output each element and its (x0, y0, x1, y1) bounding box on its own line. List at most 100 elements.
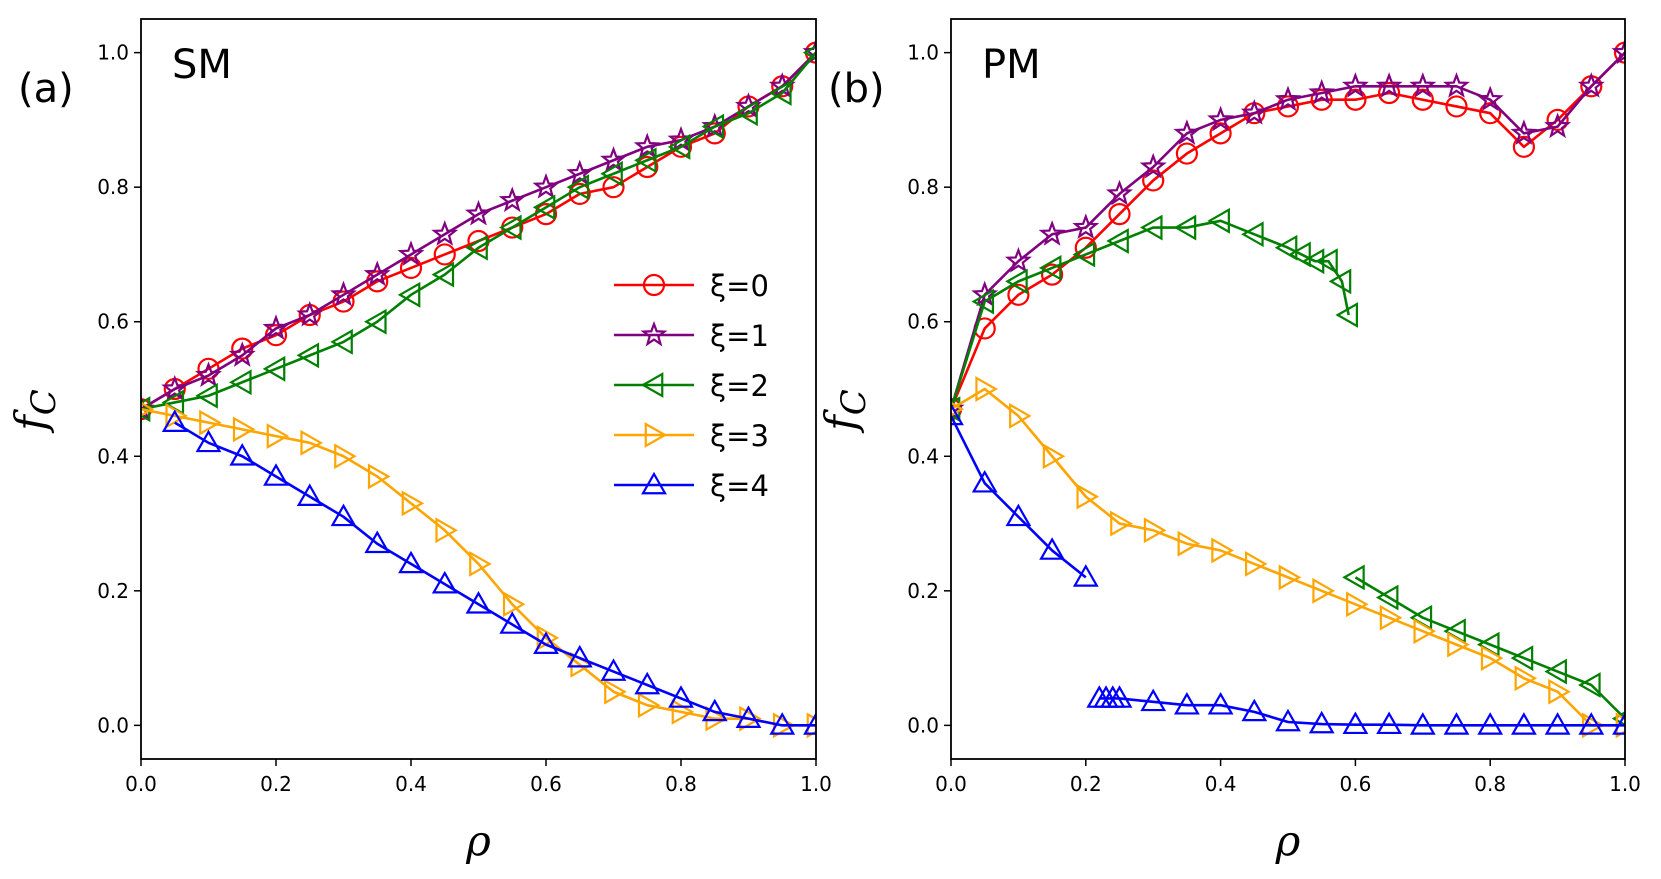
data-point (1143, 517, 1167, 544)
panel-label: (a) (18, 66, 74, 112)
data-point (1211, 537, 1234, 564)
y-tick-label: 0.6 (907, 310, 939, 334)
data-point (1342, 711, 1369, 735)
data-point (330, 280, 357, 307)
x-tick-label: 1.0 (1609, 772, 1641, 796)
data-point (636, 155, 659, 179)
data-point (499, 214, 522, 241)
x-tick-label: 0.0 (935, 772, 967, 796)
data-point (1611, 38, 1625, 65)
data-point (1409, 712, 1436, 735)
data-point (364, 308, 387, 335)
data-point (1546, 108, 1569, 132)
series-xixi4 (1086, 685, 1625, 735)
data-point (1335, 302, 1359, 328)
data-point (533, 631, 559, 654)
legend-label: ξ=1 (710, 319, 769, 353)
data-point (165, 403, 188, 429)
data-point (1074, 236, 1097, 259)
data-point (1544, 112, 1572, 139)
plot-area (141, 38, 816, 739)
data-point (971, 288, 995, 315)
data-point (1577, 72, 1605, 98)
series-xixi1 (951, 38, 1625, 421)
data-point (266, 423, 290, 449)
data-point (195, 361, 222, 387)
data-point (633, 132, 661, 159)
y-tick-label: 0.0 (97, 713, 129, 737)
data-point (1328, 268, 1352, 295)
data-point (1038, 220, 1066, 246)
data-point (1379, 604, 1403, 631)
series-xixi4 (161, 409, 816, 735)
data-point (1207, 691, 1234, 715)
data-point (296, 342, 320, 369)
data-point (1275, 708, 1301, 732)
data-point (262, 314, 290, 340)
data-point (465, 591, 492, 614)
x-tick-label: 0.8 (1474, 772, 1506, 796)
data-point (1042, 443, 1066, 470)
data-point (1173, 214, 1197, 241)
data-point (803, 712, 816, 735)
data-point (1341, 72, 1369, 98)
data-point (228, 341, 256, 367)
data-point (1072, 241, 1096, 268)
data-point (735, 705, 762, 728)
panel-a: 0.0 0.2 0.4 0.6 0.8 1.0 0.0 0.2 0.4 0.6 0.8 1.0 ρ fC (… (6, 18, 832, 865)
data-point (401, 490, 425, 517)
data-point (1173, 119, 1201, 145)
legend-marker (642, 273, 666, 297)
data-point (1276, 95, 1300, 118)
data-point (330, 329, 353, 355)
data-point (1108, 202, 1131, 226)
data-point (296, 300, 324, 327)
x-tick-label: 0.6 (1339, 772, 1371, 796)
data-point (634, 147, 657, 174)
data-point (161, 409, 188, 432)
y-axis-label-subscript: C (24, 389, 64, 415)
data-point (1480, 645, 1504, 671)
data-point (1310, 88, 1333, 111)
data-point (161, 374, 189, 401)
data-point (1040, 263, 1064, 286)
data-point (802, 45, 816, 61)
data-point (769, 712, 796, 735)
data-point (435, 517, 458, 544)
x-tick-label: 0.2 (1070, 772, 1102, 796)
data-point (532, 194, 556, 221)
x-tick-label: 1.0 (800, 772, 832, 796)
data-point (1548, 678, 1571, 705)
data-point (600, 160, 623, 187)
series-xixi2 (951, 207, 1359, 423)
y-axis-label-subscript: C (834, 389, 874, 415)
y-tick-label: 0.2 (97, 579, 129, 603)
data-point (1510, 119, 1538, 145)
series-line (1354, 576, 1625, 720)
data-point (1288, 241, 1311, 268)
data-point (1139, 214, 1163, 241)
data-point (1110, 510, 1133, 537)
data-point (263, 463, 289, 486)
x-tick-label: 0.6 (530, 772, 562, 796)
y-tick-label: 0.0 (907, 713, 939, 737)
data-point (398, 550, 424, 574)
data-point (1447, 631, 1470, 658)
data-point (802, 38, 816, 65)
y-axis-label: fC (816, 389, 874, 434)
data-point (769, 80, 792, 106)
legend-marker (644, 422, 668, 448)
legend-label: ξ=0 (710, 269, 769, 303)
data-point (951, 401, 965, 417)
data-point (1005, 503, 1032, 527)
data-point (1514, 665, 1538, 692)
data-point (975, 376, 998, 402)
data-point (951, 402, 964, 426)
data-point (536, 625, 560, 651)
legend-marker (640, 320, 668, 347)
data-point (600, 658, 627, 681)
series-line (1099, 697, 1625, 727)
series-line (951, 51, 1625, 410)
data-point (1308, 78, 1336, 105)
legend-entry: ξ=2 (614, 369, 769, 403)
